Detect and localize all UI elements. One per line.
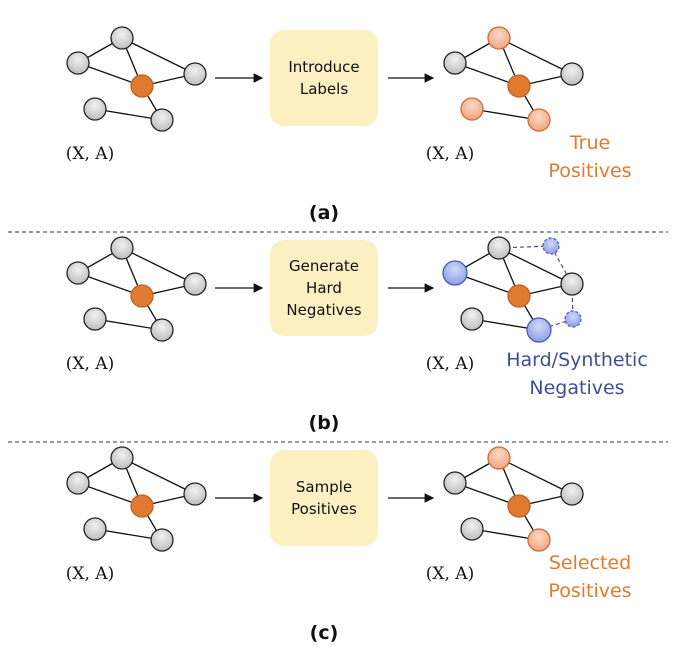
process-box [270,450,378,546]
graph-edge [121,457,196,495]
anchor-node [507,284,531,308]
graph-edge [121,37,196,75]
input-graph-label: (X, A) [66,354,114,374]
graph [442,236,584,343]
sample-type-label: Hard/Synthetic [506,349,648,371]
sample-type-label: True [569,132,610,154]
graph-node [83,307,107,331]
graph-node [110,26,134,50]
graph-node [66,471,90,495]
graph-node [110,446,134,470]
synthetic-negative-node [564,310,582,328]
graph-node [460,307,484,331]
graph-node [150,318,174,342]
process-box-label: Positives [291,500,357,518]
anchor-node [130,494,154,518]
graph-node [66,51,90,75]
sample-type-label: Positives [548,580,631,602]
anchor-node [130,74,154,98]
anchor-node [507,494,531,518]
positive-node [487,446,511,470]
graph-node [150,528,174,552]
process-box-label: Generate [289,257,359,275]
graph [443,26,584,132]
graph-edge [498,37,573,75]
graph [66,446,207,552]
output-graph-label: (X, A) [426,354,474,374]
graph [443,446,584,552]
synthetic-negative-node [542,237,560,255]
input-graph-label: (X, A) [66,564,114,584]
process-box [270,240,378,336]
positive-node [527,108,551,132]
process-box [270,30,378,126]
graph-node [183,272,207,296]
anchor-node [507,74,531,98]
graph-node [560,62,584,86]
graph-node [460,517,484,541]
graph-node [487,236,511,260]
hard-negative-node [526,317,552,343]
hard-negative-node [442,260,468,286]
input-graph-label: (X, A) [66,144,114,164]
process-box-label: Hard [306,279,342,297]
graph-node [66,261,90,285]
graph-edge [121,247,196,285]
output-graph-label: (X, A) [426,144,474,164]
graph-edge [498,247,573,285]
graph-node [560,482,584,506]
process-box-label: Negatives [286,301,361,319]
panel-caption: (b) [309,412,340,434]
sample-type-label: Positives [548,160,631,182]
sample-type-label: Selected [549,552,631,574]
graph-node [150,108,174,132]
process-box-label: Labels [300,80,348,98]
panel-caption: (c) [310,622,339,644]
graph-node [183,482,207,506]
process-box-label: Sample [296,478,352,496]
graph-node [83,517,107,541]
positive-node [460,97,484,121]
graph-node [443,471,467,495]
anchor-node [130,284,154,308]
graph-node [83,97,107,121]
positive-node [527,528,551,552]
graph [66,26,207,132]
positive-node [487,26,511,50]
sample-type-label: Negatives [529,377,624,399]
graph-node [110,236,134,260]
graph-node [560,272,584,296]
graph [66,236,207,342]
graph-node [183,62,207,86]
process-box-label: Introduce [288,58,359,76]
output-graph-label: (X, A) [426,564,474,584]
graph-node [443,51,467,75]
panel-caption: (a) [309,202,339,224]
graph-edge [498,457,573,495]
